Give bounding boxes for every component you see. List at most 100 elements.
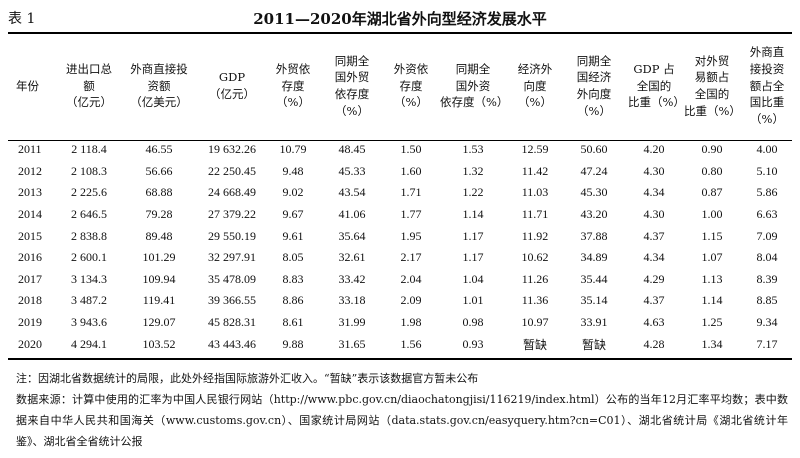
table-cell: 0.87 [701,185,723,200]
table-cell: 11.26 [521,271,549,286]
header-row: 年份 进出口总 额 （亿元） 外商直接投 资额 （亿美元） GDP （亿元） 外… [8,33,792,139]
table-cell: 1.77 [400,207,422,222]
year-cell: 2015 [18,228,42,243]
table-row: 2015 2 838.8 89.48 29 550.19 9.61 35.64 1.95 1.… [8,225,792,247]
table-notes: 注：因湖北省数据统计的局限，此处外经指国际旅游外汇收入。“暂缺”表示该数据官方暂… [16,368,788,452]
table-cell: 43.54 [338,185,366,200]
table-row: 2012 2 108.3 56.66 22 250.45 9.48 45.33 1.60 1.… [8,161,792,183]
table-cell: 9.88 [282,336,304,351]
table-cell: 1.14 [701,293,723,308]
table-cell: 31.99 [338,315,366,330]
table-cell: 0.93 [462,336,484,351]
table-cell: 2 118.4 [71,142,107,157]
year-cell: 2012 [18,163,42,178]
table-cell: 89.48 [145,228,173,243]
col-header-gdp: GDP （亿元） [209,70,255,101]
table-cell: 5.86 [756,185,778,200]
data-table: 年份 进出口总 额 （亿元） 外商直接投 资额 （亿美元） GDP （亿元） 外… [8,33,792,355]
table-cell: 33.91 [580,315,608,330]
table-cell: 2.17 [400,250,422,265]
table-cell: 8.39 [756,271,778,286]
table-cell: 9.61 [282,228,304,243]
table-cell: 101.29 [142,250,176,265]
table-cell: 10.62 [521,250,549,265]
table-cell: 35.14 [580,293,608,308]
table-cell: 4.30 [643,163,665,178]
table-cell: 45 828.31 [208,315,256,330]
table-cell: 0.90 [701,142,723,157]
table-cell: 4.34 [643,185,665,200]
table-cell: 1.15 [701,228,723,243]
table-cell: 1.98 [400,315,422,330]
table-cell: 4.28 [643,336,665,351]
year-cell: 2016 [18,250,42,265]
table-cell: 1.07 [701,250,723,265]
table-cell: 7.09 [756,228,778,243]
table-cell: 4.29 [643,271,665,286]
table-cell: 34.89 [580,250,608,265]
table-cell: 1.34 [701,336,723,351]
col-header-trade-dependence: 外贸依 存度 （%） [275,61,311,110]
table-cell: 2 600.1 [71,250,107,265]
table-cell: 1.17 [462,228,484,243]
table-cell: 109.94 [142,271,176,286]
year-cell: 2018 [18,293,42,308]
table-cell: 37.88 [580,228,608,243]
table-cell: 7.17 [756,336,778,351]
table-cell: 4.63 [643,315,665,330]
table-cell: 31.65 [338,336,366,351]
table-cell: 41.06 [338,207,366,222]
year-cell: 2020 [18,336,42,351]
table-cell: 11.92 [521,228,549,243]
table-cell: 1.56 [400,336,422,351]
table-cell: 29 550.19 [208,228,256,243]
table-cell: 33.18 [338,293,366,308]
table-row: 2017 3 134.3 109.94 35 478.09 8.83 33.42 2.04 1… [8,269,792,291]
table-cell: 2 646.5 [71,207,107,222]
table-cell: 4.37 [643,293,665,308]
table-cell: 9.48 [282,163,304,178]
table-cell: 1.13 [701,271,723,286]
table-cell: 45.33 [338,163,366,178]
table-cell: 129.07 [142,315,176,330]
table-cell: 4 294.1 [71,336,107,351]
table-cell: 56.66 [145,163,173,178]
table-cell: 8.05 [282,250,304,265]
table-cell: 103.52 [142,336,176,351]
table-cell: 1.71 [400,185,422,200]
table-row: 2016 2 600.1 101.29 32 297.91 8.05 32.61 2.17 1… [8,247,792,269]
table-row: 2018 3 487.2 119.41 39 366.55 8.86 33.18 2.09 1… [8,290,792,312]
table-cell: 35.44 [580,271,608,286]
table-row: 2011 2 118.4 46.55 19 632.26 10.79 48.45 1.50 1… [8,139,792,161]
table-title: 2011—2020年湖北省外向型经济发展水平 [253,10,547,28]
table-cell: 32.61 [338,250,366,265]
table-cell: 6.63 [756,207,778,222]
table-cell: 79.28 [145,207,173,222]
table-label: 表 1 [8,11,36,27]
top-rule [8,32,792,34]
table-cell: 2 108.3 [71,163,107,178]
table-cell: 9.34 [756,315,778,330]
table-cell: 1.04 [462,271,484,286]
table-cell: 1.22 [462,185,484,200]
table-cell: 0.80 [701,163,723,178]
table-footnote: 注：因湖北省数据统计的局限，此处外经指国际旅游外汇收入。“暂缺”表示该数据官方暂… [16,372,479,385]
table-cell: 1.95 [400,228,422,243]
table-row: 2020 4 294.1 103.52 43 443.46 9.88 31.65 1.56 0… [8,333,792,355]
table-cell: 1.00 [701,207,723,222]
table-row: 2013 2 225.6 68.88 24 668.49 9.02 43.54 1.71 1.… [8,182,792,204]
table-cell: 35 478.09 [208,271,256,286]
table-cell: 1.01 [462,293,484,308]
table-cell: 1.14 [462,207,484,222]
table-cell: 22 250.45 [208,163,256,178]
bottom-rule [8,358,792,360]
table-cell: 8.83 [282,271,304,286]
table-cell: 4.20 [643,142,665,157]
header-rule [8,140,792,141]
table-cell: 48.45 [338,142,366,157]
table-cell: 68.88 [145,185,173,200]
table-cell: 45.30 [580,185,608,200]
table-cell: 11.03 [521,185,549,200]
table-cell: 43.20 [580,207,608,222]
